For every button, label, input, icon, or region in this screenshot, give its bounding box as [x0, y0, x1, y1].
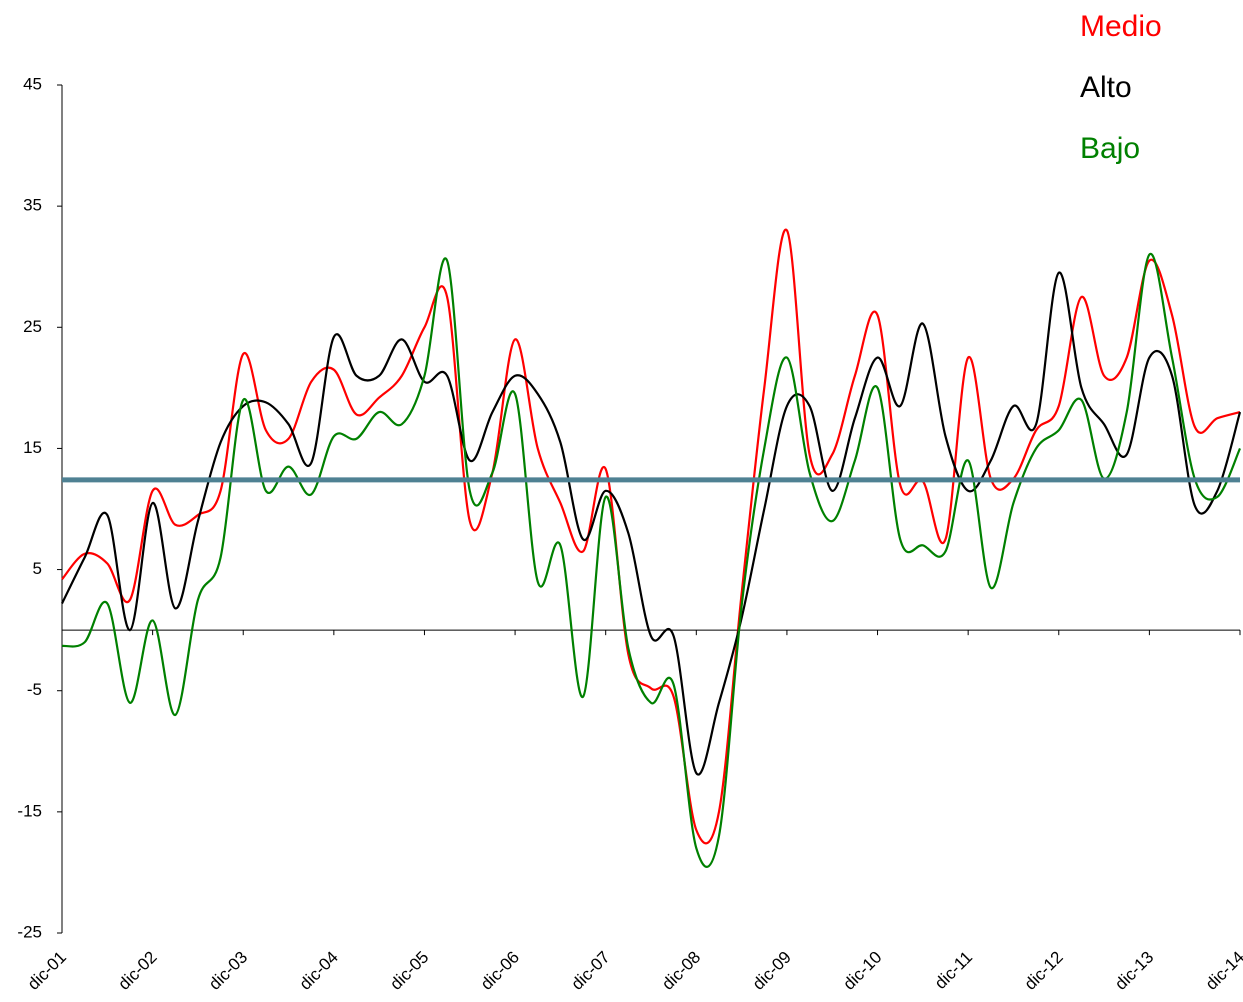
x-tick-label: dic-04 [296, 948, 342, 994]
x-tick-label: dic-02 [114, 948, 160, 994]
x-tick-label: dic-09 [749, 948, 795, 994]
legend-entry: Medio [1080, 10, 1162, 43]
x-tick-label: dic-14 [1202, 948, 1243, 994]
y-tick-label: 25 [23, 317, 42, 336]
x-tick-label: dic-13 [1111, 948, 1157, 994]
y-tick-label: 45 [23, 74, 42, 93]
series-line [61, 228, 1241, 845]
series-line [61, 252, 1242, 868]
x-tick-label: dic-05 [386, 948, 432, 994]
x-tick-label: dic-08 [658, 948, 704, 994]
y-tick-label: -15 [17, 801, 42, 820]
legend-entry: Bajo [1080, 132, 1140, 165]
x-tick-label: dic-11 [931, 948, 976, 993]
x-tick-label: dic-07 [568, 948, 614, 994]
x-tick-label: dic-03 [205, 948, 251, 994]
x-tick-label: dic-01 [24, 948, 70, 994]
x-tick-label: dic-06 [477, 948, 523, 994]
x-tick-label: dic-12 [1021, 948, 1067, 994]
y-tick-label: 35 [23, 196, 42, 215]
x-tick-label: dic-10 [839, 948, 885, 994]
y-tick-label: -5 [27, 680, 42, 699]
series-line [61, 271, 1242, 776]
y-tick-label: 5 [33, 559, 42, 578]
y-tick-label: 15 [23, 438, 42, 457]
legend-entry: Alto [1080, 71, 1132, 104]
y-tick-label: -25 [17, 922, 42, 941]
